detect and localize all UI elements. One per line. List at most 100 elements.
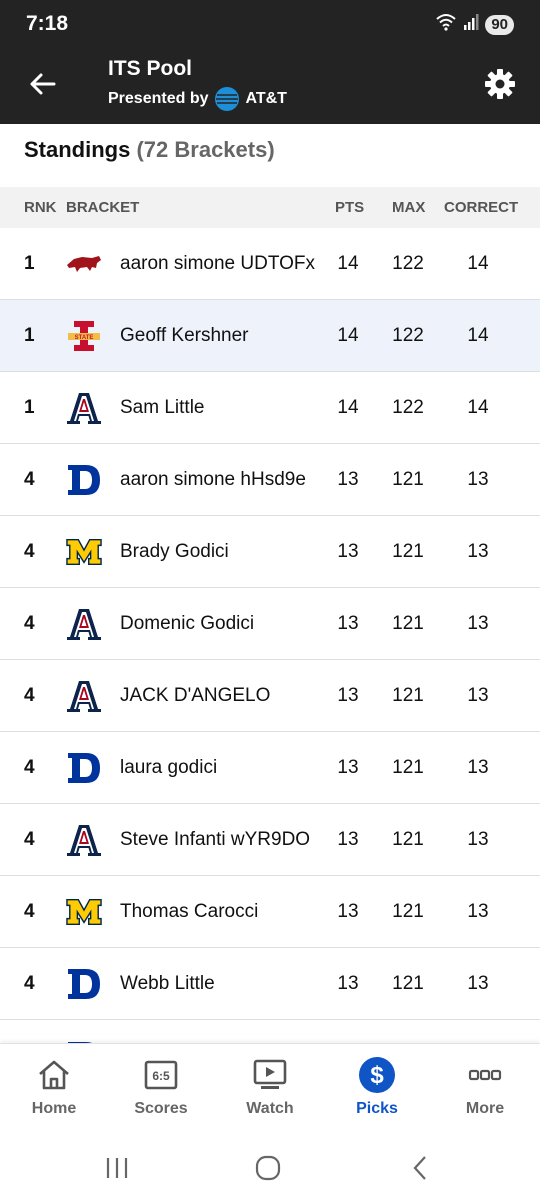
bracket-name: Domenic Godici (120, 613, 255, 634)
status-bar: 7:18 90 (0, 0, 540, 52)
standings-row[interactable]: 4 Webb Little 13 121 13 (0, 948, 540, 1020)
sponsor-name: AT&T (245, 90, 287, 107)
correct-value: 13 (467, 469, 489, 490)
bracket-name: Geoff Kershner (120, 325, 249, 346)
arizona-logo-icon (66, 372, 102, 444)
correct-value: 14 (467, 397, 489, 418)
pool-title: ITS Pool (108, 57, 192, 80)
nav-watch[interactable]: Watch (225, 1056, 315, 1118)
wifi-icon (435, 13, 457, 36)
nav-more[interactable]: More (440, 1056, 530, 1118)
presented-by-label: Presented by (108, 90, 209, 107)
nav-more-label: More (465, 1100, 505, 1117)
bracket-count: (72 Brackets) (136, 137, 275, 162)
max-value: 122 (392, 325, 424, 346)
rank-value: 1 (24, 325, 35, 346)
standings-row[interactable]: 1 Sam Little 14 122 14 (0, 372, 540, 444)
watch-icon (253, 1059, 287, 1089)
max-value: 122 (392, 397, 424, 418)
standings-row[interactable]: 4 Domenic Godici 13 121 13 (0, 588, 540, 660)
bracket-name: Webb Little (120, 973, 215, 994)
michigan-logo-icon (66, 516, 102, 588)
arizona-logo-icon (66, 588, 102, 660)
points-value: 14 (337, 397, 359, 418)
nav-picks[interactable]: $ Picks (332, 1056, 422, 1118)
standings-row[interactable]: 4 aaron simone hHsd9e 13 121 13 (0, 444, 540, 516)
rank-value: 1 (24, 397, 35, 418)
max-value: 122 (392, 253, 424, 274)
rank-value: 1 (24, 253, 35, 274)
bottom-nav: Home 6:5 Scores Watch $ Picks More (0, 1043, 540, 1135)
arrow-left-icon (30, 73, 56, 95)
points-value: 14 (337, 253, 359, 274)
standings-row[interactable]: 1 STATE Geoff Kershner 14 122 14 (0, 300, 540, 372)
svg-text:6:5: 6:5 (152, 1069, 170, 1083)
rank-value: 4 (24, 829, 35, 850)
nav-scores[interactable]: 6:5 Scores (116, 1056, 206, 1118)
points-value: 13 (337, 541, 359, 562)
column-bracket: BRACKET (66, 199, 140, 216)
rank-value: 4 (24, 685, 35, 706)
nav-scores-label: Scores (134, 1100, 188, 1117)
bracket-name: laura godici (120, 757, 218, 778)
column-pts: PTS (335, 199, 365, 216)
points-value: 13 (337, 973, 359, 994)
back-button[interactable] (22, 64, 62, 104)
standings-list: 1 aaron simone UDTOFx 14 122 14 1 STATE Geoff K… (0, 228, 540, 1092)
dollar-icon: $ (359, 1057, 395, 1093)
svg-text:$: $ (370, 1062, 384, 1089)
recent-apps-icon (106, 1158, 128, 1178)
max-value: 121 (392, 685, 424, 706)
column-max: MAX (392, 199, 426, 216)
standings-row[interactable]: 4 Steve Infanti wYR9DO 13 121 13 (0, 804, 540, 876)
points-value: 14 (337, 325, 359, 346)
column-correct: CORRECT (444, 199, 519, 216)
max-value: 121 (392, 613, 424, 634)
att-logo: AT&T (214, 86, 287, 112)
standings-row[interactable]: 1 aaron simone UDTOFx 14 122 14 (0, 228, 540, 300)
arizona-logo-icon (66, 660, 102, 732)
standings-row[interactable]: 4 Thomas Carocci 13 121 13 (0, 876, 540, 948)
home-system-button[interactable] (248, 1153, 288, 1183)
att-globe-icon (215, 87, 240, 111)
bracket-name: Sam Little (120, 397, 205, 418)
nav-home-label: Home (31, 1100, 77, 1117)
standings-row[interactable]: 4 laura godici 13 121 13 (0, 732, 540, 804)
bracket-name: aaron simone hHsd9e (120, 469, 306, 490)
back-system-button[interactable] (400, 1153, 440, 1183)
points-value: 13 (337, 757, 359, 778)
arkansas-razorback-logo-icon (66, 228, 102, 300)
correct-value: 13 (467, 685, 489, 706)
duke-logo-icon (66, 732, 102, 804)
nav-home[interactable]: Home (9, 1056, 99, 1118)
points-value: 13 (337, 469, 359, 490)
rank-value: 4 (24, 757, 35, 778)
nav-picks-label: Picks (356, 1100, 398, 1117)
correct-value: 13 (467, 973, 489, 994)
bracket-name: Brady Godici (120, 541, 229, 562)
nav-watch-label: Watch (246, 1100, 294, 1117)
standings-row[interactable]: 4 JACK D'ANGELO 13 121 13 (0, 660, 540, 732)
home-circle-icon (255, 1155, 281, 1181)
correct-value: 14 (467, 325, 489, 346)
rank-value: 4 (24, 469, 35, 490)
settings-button[interactable] (480, 64, 520, 104)
max-value: 121 (392, 829, 424, 850)
status-time: 7:18 (26, 12, 69, 35)
signal-icon (463, 14, 479, 35)
rank-value: 4 (24, 901, 35, 922)
max-value: 121 (392, 469, 424, 490)
bracket-name: Steve Infanti wYR9DO (120, 829, 311, 850)
correct-value: 13 (467, 901, 489, 922)
correct-value: 13 (467, 541, 489, 562)
points-value: 13 (337, 613, 359, 634)
table-header: RNK BRACKET PTS MAX CORRECT (0, 187, 540, 228)
max-value: 121 (392, 901, 424, 922)
rank-value: 4 (24, 541, 35, 562)
duke-logo-icon (66, 444, 102, 516)
correct-value: 13 (467, 757, 489, 778)
arizona-logo-icon (66, 804, 102, 876)
standings-row[interactable]: 4 Brady Godici 13 121 13 (0, 516, 540, 588)
recent-apps-button[interactable] (97, 1153, 137, 1183)
michigan-logo-icon (66, 876, 102, 948)
